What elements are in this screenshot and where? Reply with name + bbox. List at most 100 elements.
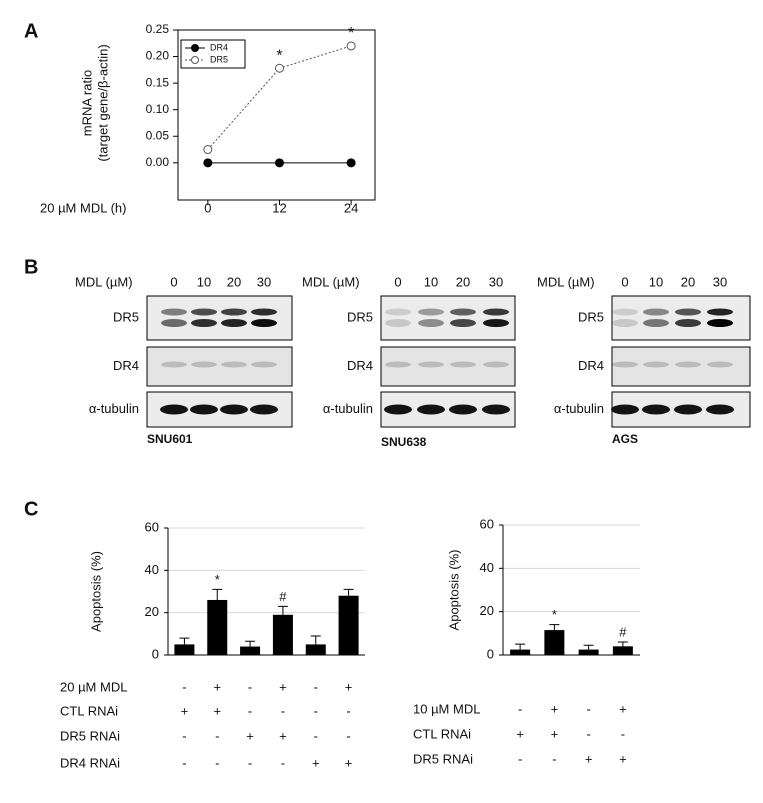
error-bar [583, 644, 594, 650]
blot-band [675, 308, 701, 316]
significance-label: * [276, 47, 282, 64]
error-bar [245, 640, 256, 647]
condition-mark: + [279, 728, 287, 743]
error-bar [515, 643, 526, 650]
condition-mark: + [312, 755, 320, 770]
blot-row-label: α-tubulin [554, 401, 604, 416]
condition-mark: + [279, 679, 287, 694]
blot-band [418, 361, 444, 368]
error-bar [310, 635, 321, 645]
bar [510, 649, 531, 655]
y-tick-label: 60 [480, 516, 494, 531]
legend-label: DR5 [210, 54, 228, 64]
lane-label: 30 [257, 274, 271, 289]
condition-label: DR5 RNAi [60, 728, 120, 743]
y-axis-label: Apoptosis (%) [88, 551, 103, 632]
blot-band [251, 308, 277, 316]
condition-mark: - [314, 679, 318, 694]
panel-label: B [24, 256, 38, 278]
blot-row-label: DR4 [578, 358, 604, 373]
blot-band [191, 308, 217, 316]
y-tick-label: 0 [487, 646, 494, 661]
panel-label: C [24, 498, 38, 520]
condition-mark: - [552, 751, 556, 766]
blot-strip [146, 295, 293, 341]
condition-mark: + [619, 751, 627, 766]
significance-label: * [348, 25, 354, 42]
blot-band [191, 319, 217, 327]
cell-line-label: SNU638 [381, 435, 427, 449]
condition-mark: + [619, 701, 627, 716]
blot-band [450, 308, 476, 316]
blot-row-label: DR5 [113, 309, 139, 324]
bar [338, 595, 359, 655]
data-point [203, 145, 213, 155]
blot-band [251, 319, 277, 327]
blot-band [482, 404, 510, 415]
bar [174, 644, 195, 655]
lane-label: 20 [227, 274, 241, 289]
blot-band [384, 404, 412, 415]
condition-mark: - [215, 755, 219, 770]
bar [240, 646, 261, 655]
lane-label: 30 [489, 274, 503, 289]
y-tick-label: 0.00 [146, 155, 170, 169]
blot-row-label: DR5 [578, 309, 604, 324]
lane-label: 30 [713, 274, 727, 289]
condition-mark: - [248, 755, 252, 770]
y-tick-label: 40 [480, 560, 494, 575]
condition-label: 10 µM MDL [413, 701, 480, 716]
blot-row-label: α-tubulin [89, 401, 139, 416]
y-axis-label: mRNA ratio [79, 70, 94, 136]
bar [544, 630, 565, 655]
blot-band [385, 308, 411, 316]
blot-band [483, 308, 509, 316]
legend-label: DR4 [210, 42, 228, 52]
y-tick-label: 20 [480, 603, 494, 618]
blot-band [161, 319, 187, 327]
lane-label: 10 [197, 274, 211, 289]
condition-mark: + [345, 679, 353, 694]
blot-band [707, 361, 733, 368]
y-axis-label: Apoptosis (%) [446, 550, 461, 631]
data-point [274, 158, 284, 168]
condition-label: DR4 RNAi [60, 755, 120, 770]
bar [578, 649, 599, 655]
condition-mark: - [314, 728, 318, 743]
blot-strip [380, 346, 516, 387]
condition-mark: - [281, 703, 285, 718]
lane-label: 20 [681, 274, 695, 289]
blot-band [418, 319, 444, 327]
error-bar [212, 588, 223, 600]
blot-band [161, 361, 187, 368]
data-point [274, 63, 284, 73]
lane-label: 10 [649, 274, 663, 289]
blot-row-label: DR4 [347, 358, 373, 373]
condition-mark: + [213, 703, 221, 718]
blot-band [450, 319, 476, 327]
condition-mark: - [621, 726, 625, 741]
panel-label: A [24, 20, 38, 42]
blot-band [449, 404, 477, 415]
blot-band [221, 361, 247, 368]
y-axis-label: (target gene/β-actin) [95, 44, 110, 161]
condition-mark: - [248, 679, 252, 694]
y-tick-label: 20 [145, 604, 159, 619]
bar [305, 644, 326, 655]
condition-mark: - [586, 701, 590, 716]
condition-mark: - [215, 728, 219, 743]
significance-label: # [279, 589, 287, 604]
condition-mark: - [586, 726, 590, 741]
condition-mark: - [346, 728, 350, 743]
blot-strip [146, 346, 293, 387]
legend-box [180, 39, 246, 69]
condition-mark: - [182, 728, 186, 743]
condition-mark: - [346, 703, 350, 718]
x-tick-label: 0 [204, 200, 211, 215]
blot-band [221, 319, 247, 327]
blot-header: MDL (µM) [537, 274, 595, 289]
blot-band [450, 361, 476, 368]
x-tick-label: 24 [344, 200, 358, 215]
legend-marker [191, 44, 199, 52]
